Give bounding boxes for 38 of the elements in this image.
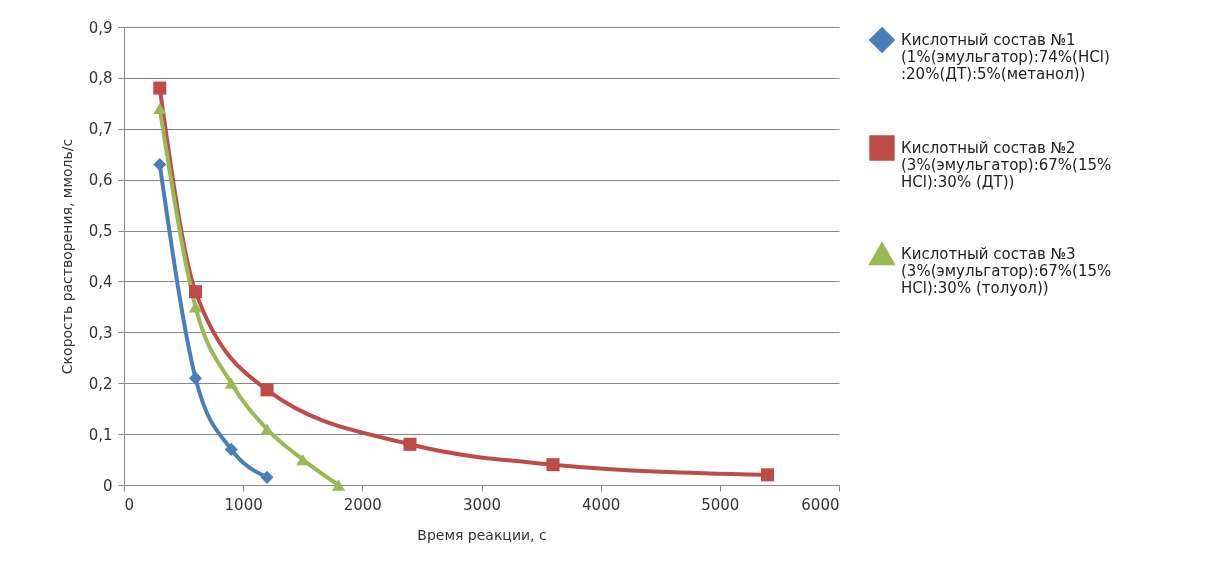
x-tick-label: 3000 (462, 495, 502, 514)
x-tick-label: 5000 (701, 495, 740, 514)
y-tick-label: 0,9 (88, 18, 113, 37)
legend-label: Кислотный состав №1 (1%(эмульгатор):74%(HCl):20%(ДТ):5%(метанол)) (901, 31, 1110, 83)
y-tick-label: 0,3 (88, 323, 113, 342)
x-tick-label: 6000 (801, 495, 840, 514)
x-tick-label: 1000 (224, 495, 263, 514)
y-tick-label: 0,5 (88, 222, 113, 241)
y-tick-label: 0,2 (88, 374, 113, 393)
point (546, 458, 560, 472)
y-tick-label: 0 (102, 476, 113, 495)
legend-label: Кислотный состав №3 (3%(эмульгатор):67%(15% HCl):30% (толуол)) (901, 245, 1112, 297)
point (296, 453, 310, 466)
point (188, 285, 203, 299)
point (188, 301, 203, 313)
x-axis-title: Время реакции, с (417, 526, 547, 543)
y-tick-label: 0,4 (88, 272, 113, 291)
point (260, 423, 274, 435)
point (153, 102, 167, 115)
point (260, 383, 274, 397)
point (153, 157, 167, 171)
y-tick-label: 0,8 (88, 69, 113, 88)
point (260, 470, 274, 484)
y-axis-title: Скорость растворения, ммоль/с (58, 138, 75, 375)
x-tick-label: 4000 (582, 495, 621, 514)
point (188, 371, 203, 385)
point (331, 479, 346, 491)
y-tick-label: 0,1 (88, 425, 113, 444)
y-tick-label: 0,6 (88, 171, 113, 190)
x-tick-label: 2000 (343, 495, 382, 514)
x-tick-label: 0 (124, 495, 135, 514)
point (224, 377, 238, 389)
legend-label: Кислотный состав №2 (3%(эмульгатор):67%(15% HCl):30% (ДТ)) (901, 139, 1112, 191)
point (760, 468, 775, 482)
y-tick-label: 0,7 (88, 120, 113, 139)
point (224, 442, 238, 456)
point (403, 437, 417, 451)
point (153, 81, 167, 95)
